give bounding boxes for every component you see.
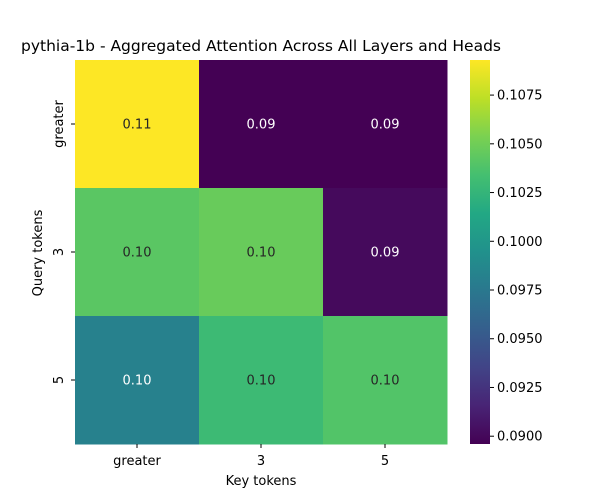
cell-value-label: 0.09 <box>371 246 400 261</box>
colorbar-tick-label: 0.0900 <box>497 430 543 445</box>
heatmap-cell <box>199 60 324 189</box>
cell-value-label: 0.11 <box>123 118 152 133</box>
cell-value-label: 0.10 <box>371 374 400 389</box>
x-tick-label: greater <box>113 454 161 469</box>
colorbar-tick-label: 0.0975 <box>497 284 543 299</box>
cell-value-label: 0.09 <box>371 118 400 133</box>
y-tick-label: 3 <box>52 248 67 256</box>
heatmap-cell <box>75 188 200 317</box>
x-axis-label: Key tokens <box>226 474 297 489</box>
cell-value-label: 0.09 <box>247 118 276 133</box>
y-axis: greater 3 5 <box>52 99 75 384</box>
y-tick-label: greater <box>52 99 67 147</box>
chart-title: pythia-1b - Aggregated Attention Across … <box>21 37 501 55</box>
colorbar-tick-label: 0.1025 <box>497 186 543 201</box>
y-axis-label: Query tokens <box>31 209 46 296</box>
y-tick-label: 5 <box>52 376 67 384</box>
heatmap-cell <box>75 316 200 445</box>
x-tick-label: 3 <box>257 454 265 469</box>
colorbar-tick-label: 0.1000 <box>497 235 543 250</box>
heatmap-cell <box>199 188 324 317</box>
colorbar-tick-label: 0.1075 <box>497 89 543 104</box>
colorbar-axis: 0.0900 0.0925 0.0950 0.0975 0.1000 0.1025 0.10… <box>490 89 543 445</box>
heatmap-cell <box>199 316 324 445</box>
cell-value-label: 0.10 <box>123 246 152 261</box>
colorbar-tick-label: 0.0925 <box>497 381 543 396</box>
cell-value-label: 0.10 <box>247 374 276 389</box>
heatmap-cell <box>75 60 200 189</box>
colorbar <box>470 60 490 444</box>
cell-value-label: 0.10 <box>247 246 276 261</box>
x-axis: greater 3 5 <box>113 444 389 469</box>
colorbar-tick-label: 0.0950 <box>497 332 543 347</box>
heatmap-cell <box>323 316 448 445</box>
heatmap-cells: 0.11 0.09 0.09 0.10 0.10 0.09 0.10 0.10 0.10 <box>75 60 448 445</box>
heatmap-cell <box>323 188 448 317</box>
heatmap-cell <box>323 60 448 189</box>
cell-value-label: 0.10 <box>123 374 152 389</box>
x-tick-label: 5 <box>381 454 389 469</box>
colorbar-tick-label: 0.1050 <box>497 137 543 152</box>
